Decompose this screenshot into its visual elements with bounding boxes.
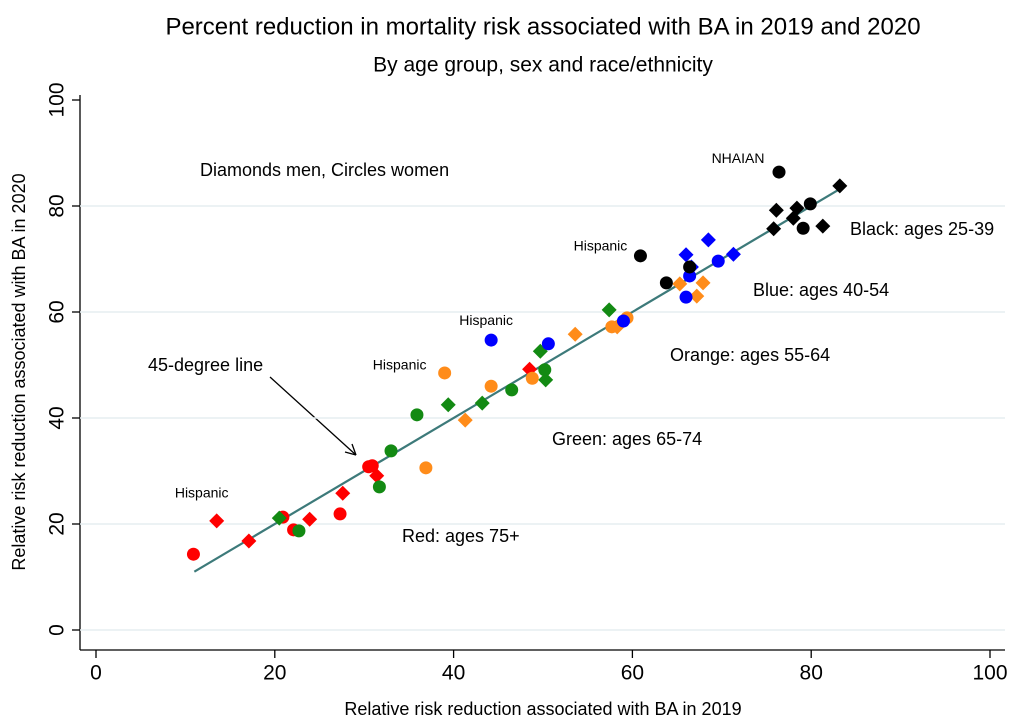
y-tick-label: 80 bbox=[46, 194, 69, 217]
diamond-marker bbox=[789, 200, 805, 216]
circle-marker bbox=[659, 276, 673, 290]
point-label: Hispanic bbox=[459, 312, 513, 328]
x-tick-label: 20 bbox=[263, 662, 286, 685]
group-label: Black: ages 25-39 bbox=[850, 219, 994, 239]
y-tick-label: 60 bbox=[46, 300, 69, 323]
diamond-marker bbox=[700, 232, 716, 248]
note: Diamonds men, Circles women bbox=[200, 160, 449, 180]
circle-marker bbox=[772, 165, 786, 179]
circle-marker bbox=[679, 290, 693, 304]
diamond-marker bbox=[601, 302, 617, 318]
circle-marker bbox=[372, 480, 386, 494]
x-tick-label: 40 bbox=[442, 662, 465, 685]
y-tick-label: 40 bbox=[46, 406, 69, 429]
reference-line bbox=[193, 186, 844, 573]
diamond-marker bbox=[725, 246, 741, 262]
diamond-marker bbox=[369, 468, 385, 484]
x-tick-label: 100 bbox=[972, 662, 1007, 685]
circle-marker bbox=[711, 254, 725, 268]
diamond-marker bbox=[241, 533, 257, 549]
circle-marker bbox=[538, 363, 552, 377]
circle-marker bbox=[410, 408, 424, 422]
circle-marker bbox=[683, 260, 697, 274]
x-axis-title: Relative risk reduction associated with … bbox=[344, 699, 741, 719]
diamond-marker bbox=[457, 412, 473, 428]
diamond-marker bbox=[440, 397, 456, 413]
diamond-marker bbox=[672, 276, 688, 292]
diamond-marker bbox=[567, 326, 583, 342]
circle-marker bbox=[419, 461, 433, 475]
x-tick-label: 80 bbox=[800, 662, 823, 685]
y-tick-label: 20 bbox=[46, 512, 69, 535]
point-label: Hispanic bbox=[175, 485, 229, 501]
diamond-marker bbox=[209, 513, 225, 529]
chart-subtitle: By age group, sex and race/ethnicity bbox=[373, 54, 713, 77]
circle-marker bbox=[505, 383, 519, 397]
diamond-marker bbox=[768, 202, 784, 218]
y-tick-label: 100 bbox=[46, 82, 69, 117]
circle-marker bbox=[796, 221, 810, 235]
annotation-arrow bbox=[269, 376, 357, 456]
point-label: Hispanic bbox=[373, 357, 427, 373]
circle-marker bbox=[616, 314, 630, 328]
diamond-marker bbox=[815, 218, 831, 234]
diamond-marker bbox=[302, 511, 318, 527]
point-label: NHAIAN bbox=[712, 150, 765, 166]
circle-marker bbox=[633, 249, 647, 263]
circle-marker bbox=[365, 459, 379, 473]
circle-marker bbox=[525, 371, 539, 385]
circle-marker bbox=[333, 507, 347, 521]
annotation-arrowhead bbox=[344, 443, 357, 456]
y-axis-title: Relative risk reduction associated with … bbox=[9, 173, 29, 570]
diamond-marker bbox=[474, 395, 490, 411]
diamond-marker bbox=[335, 485, 351, 501]
diamond-marker bbox=[766, 221, 782, 237]
circle-marker bbox=[803, 197, 817, 211]
group-label: Green: ages 65-74 bbox=[552, 429, 702, 449]
chart-title: Percent reduction in mortality risk asso… bbox=[165, 13, 920, 40]
circle-marker bbox=[484, 379, 498, 393]
x-tick-label: 60 bbox=[621, 662, 644, 685]
diamond-marker bbox=[689, 288, 705, 304]
group-label: Blue: ages 40-54 bbox=[753, 280, 889, 300]
group-label: Red: ages 75+ bbox=[402, 526, 520, 546]
diamond-marker bbox=[678, 247, 694, 263]
diamond-marker bbox=[832, 178, 848, 194]
circle-marker bbox=[541, 337, 555, 351]
y-tick-label: 0 bbox=[46, 624, 69, 636]
reference-line-label: 45-degree line bbox=[148, 355, 263, 375]
circle-marker bbox=[186, 547, 200, 561]
circle-marker bbox=[292, 524, 306, 538]
circle-marker bbox=[438, 366, 452, 380]
diamond-marker bbox=[695, 275, 711, 291]
diamond-marker bbox=[538, 372, 554, 388]
circle-marker bbox=[384, 444, 398, 458]
group-label: Orange: ages 55-64 bbox=[670, 345, 830, 365]
diamond-marker bbox=[271, 510, 287, 526]
circle-marker bbox=[484, 333, 498, 347]
point-label: Hispanic bbox=[574, 238, 628, 254]
x-tick-label: 0 bbox=[90, 662, 102, 685]
